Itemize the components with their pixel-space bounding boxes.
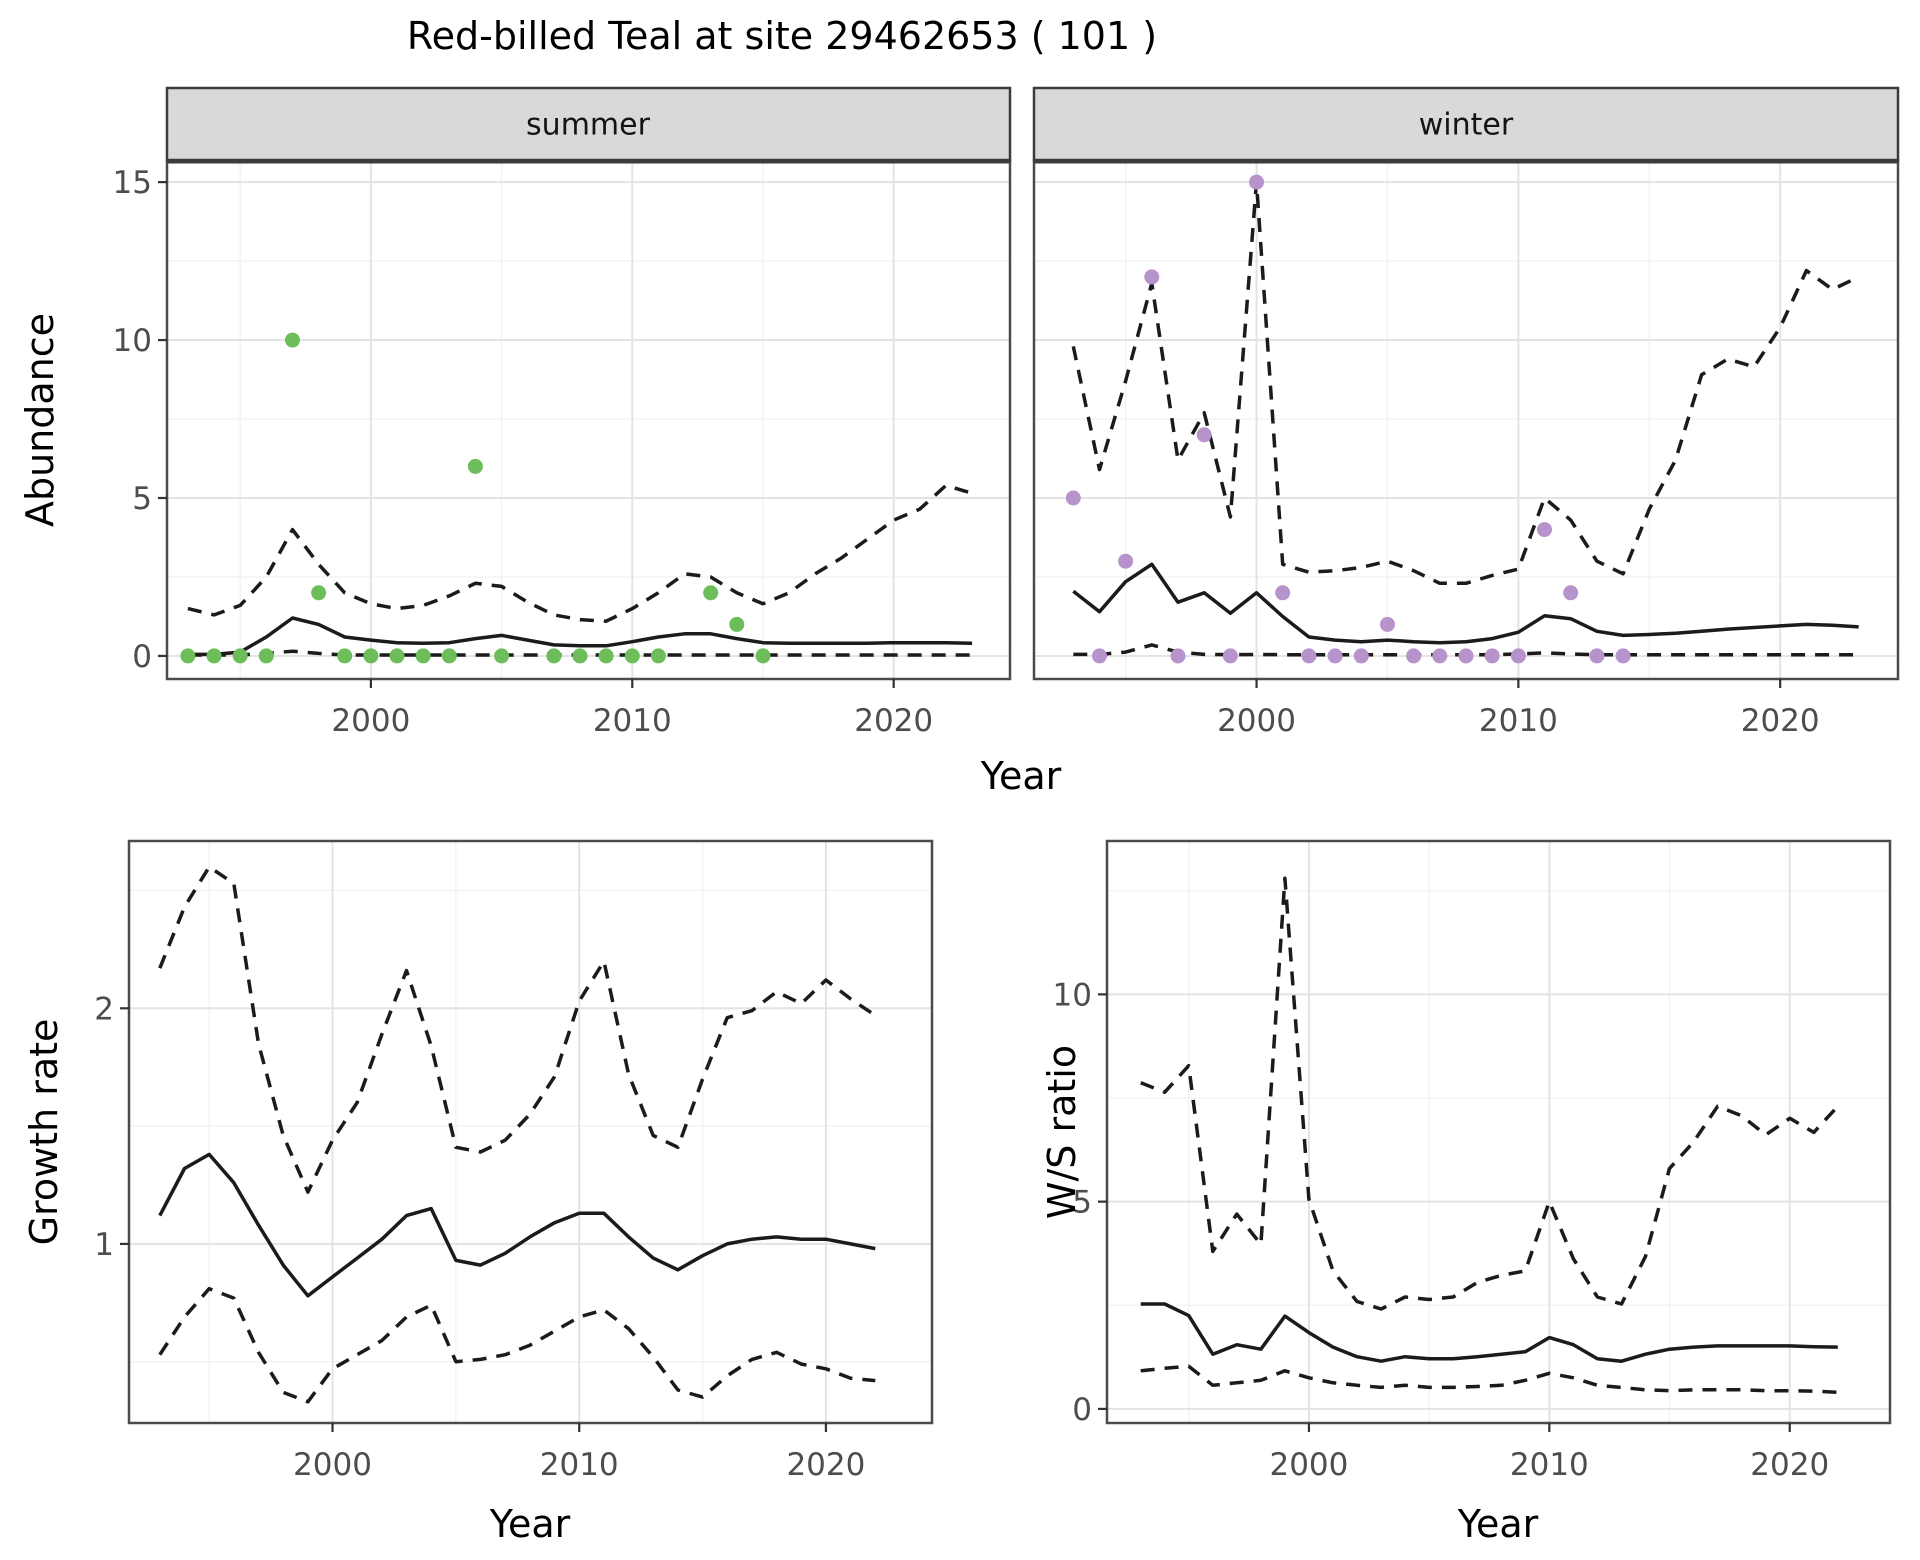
y-tick-label: 10 — [113, 323, 152, 359]
data-point — [494, 648, 510, 664]
data-point — [1118, 553, 1134, 569]
series-ci_upper_95 — [1140, 876, 1840, 1311]
data-point — [1510, 648, 1526, 664]
y-tick-label: 5 — [132, 481, 152, 517]
plot-title: Red-billed Teal at site 29462653 ( 101 ) — [406, 14, 1158, 58]
data-point — [1065, 490, 1081, 506]
series-mean — [158, 1152, 876, 1298]
facet-strip-label-winter: winter — [1418, 107, 1514, 143]
panel-border — [1105, 839, 1892, 1425]
x-tick-label: 2010 — [1479, 703, 1558, 739]
ws-x-axis-title: Year — [1457, 1502, 1539, 1546]
facet-strip — [165, 86, 1012, 162]
data-point — [729, 616, 745, 632]
facet-strip-label-summer: summer — [526, 107, 650, 143]
data-point — [1249, 174, 1264, 190]
x-tick-label: 2020 — [1741, 703, 1820, 739]
series-mean — [187, 616, 973, 657]
data-point — [1563, 585, 1579, 601]
data-point — [1144, 269, 1160, 285]
y-tick-label: 0 — [132, 639, 152, 675]
data-point — [363, 648, 379, 664]
data-point — [1301, 648, 1317, 664]
data-point — [1222, 648, 1238, 664]
x-tick-label: 2010 — [540, 1447, 619, 1483]
data-point — [1458, 648, 1474, 664]
data-point — [232, 648, 248, 664]
data-point — [1092, 648, 1107, 664]
x-tick-label: 2000 — [331, 703, 410, 739]
x-tick-label: 2020 — [854, 703, 933, 739]
series-ci_upper_95 — [187, 483, 973, 623]
data-point — [441, 648, 457, 664]
data-point — [258, 648, 274, 664]
data-point — [337, 648, 353, 664]
data-point — [311, 585, 327, 601]
data-point — [285, 332, 300, 348]
facet-strip — [1032, 86, 1900, 162]
data-point — [572, 648, 588, 664]
y-tick-label: 2 — [94, 991, 114, 1027]
observed-points — [180, 332, 771, 664]
data-point — [1615, 648, 1631, 664]
data-point — [1537, 522, 1552, 538]
data-point — [1432, 648, 1448, 664]
data-point — [598, 648, 614, 664]
data-point — [1170, 648, 1186, 664]
panel-abundance_winter: 2000 2010 2020 — [1032, 86, 1900, 739]
panel-ws_ratio: 2000 2010 2020 0 5 10 — [1053, 839, 1892, 1483]
y-tick-label: 5 — [1072, 1185, 1092, 1221]
series-mean — [1072, 562, 1859, 645]
panel-growth_rate: 2000 2010 2020 1 2 — [94, 839, 934, 1483]
abundance-y-axis-title: Abundance — [18, 312, 62, 528]
series-ci_lower_95 — [1140, 1364, 1838, 1395]
data-point — [1484, 648, 1500, 664]
abundance-x-axis-title: Year — [980, 754, 1062, 798]
x-tick-label: 2020 — [1750, 1447, 1829, 1483]
panel-border — [127, 839, 934, 1425]
panel-abundance_summer: 2000 2010 2020 0 5 10 15 — [113, 86, 1012, 739]
x-tick-label: 2000 — [293, 1447, 372, 1483]
y-tick-label: 15 — [113, 165, 152, 201]
data-point — [1353, 648, 1369, 664]
data-point — [703, 585, 719, 601]
series-ci_lower_95 — [158, 1286, 876, 1404]
data-point — [1196, 427, 1212, 443]
x-tick-label: 2010 — [1510, 1447, 1589, 1483]
data-point — [650, 648, 666, 664]
data-point — [206, 648, 222, 664]
data-point — [624, 648, 640, 664]
x-tick-label: 2010 — [593, 703, 672, 739]
data-point — [755, 648, 771, 664]
data-point — [389, 648, 405, 664]
data-point — [546, 648, 562, 664]
y-tick-label: 10 — [1053, 977, 1092, 1013]
growth-y-axis-title: Growth rate — [22, 1018, 66, 1246]
x-tick-label: 2000 — [1217, 703, 1296, 739]
growth-x-axis-title: Year — [489, 1502, 571, 1546]
series-mean — [1140, 1302, 1838, 1363]
data-point — [1380, 616, 1395, 632]
data-point — [467, 458, 483, 474]
data-point — [1275, 585, 1291, 601]
data-point — [1589, 648, 1605, 664]
data-point — [180, 648, 196, 664]
series-ci_upper_95 — [158, 865, 877, 1194]
data-point — [1406, 648, 1422, 664]
observed-points — [1065, 174, 1631, 664]
y-tick-label: 1 — [94, 1227, 114, 1263]
y-tick-label: 0 — [1072, 1392, 1092, 1428]
data-point — [1327, 648, 1343, 664]
data-point — [415, 648, 431, 664]
ws-y-axis-title: W/S ratio — [1040, 1044, 1084, 1220]
x-tick-label: 2000 — [1269, 1447, 1348, 1483]
series-ci_upper_95 — [1071, 180, 1860, 586]
x-tick-label: 2020 — [786, 1447, 865, 1483]
